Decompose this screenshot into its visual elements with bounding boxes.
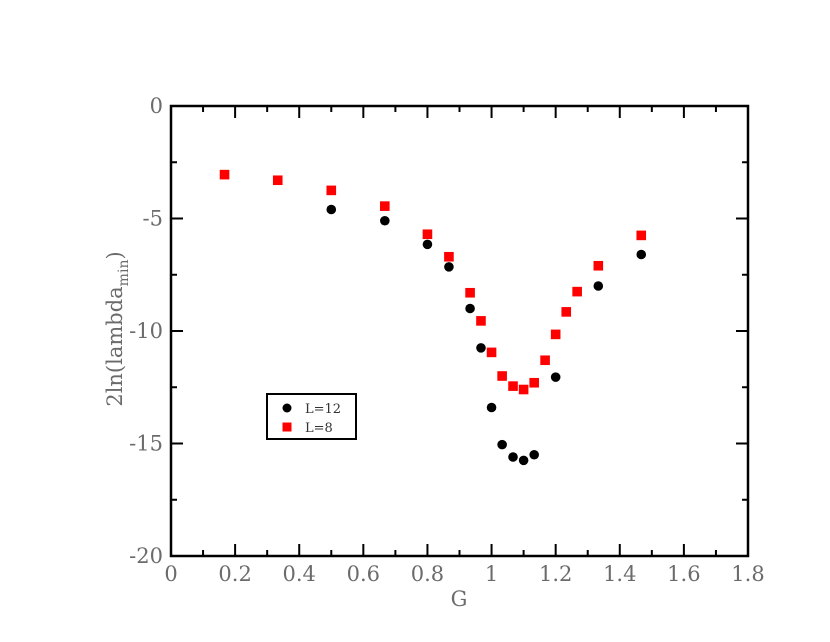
- point-l12: [476, 343, 486, 353]
- point-l12: [380, 215, 390, 226]
- y-tick-label: -5: [143, 207, 163, 231]
- x-tick-label: 0.6: [347, 562, 380, 586]
- x-tick-label: 0: [164, 562, 177, 586]
- point-l8: [422, 229, 433, 240]
- point-l8: [572, 286, 582, 297]
- y-tick-label: 0: [150, 94, 163, 118]
- legend-marker-l8: [282, 422, 292, 432]
- x-tick-label: 1.4: [603, 562, 636, 586]
- point-l8: [561, 307, 572, 317]
- x-tick-label: 0.8: [411, 562, 444, 586]
- x-axis-label: G: [451, 587, 468, 611]
- point-l12: [422, 239, 433, 250]
- x-tick-label: 0.4: [283, 562, 316, 586]
- x-tick-label: 0.2: [218, 562, 251, 586]
- point-l12: [636, 249, 647, 260]
- point-l8: [326, 185, 337, 196]
- point-l8: [486, 347, 497, 358]
- point-l8: [636, 230, 647, 241]
- y-axis-label-subscript: min: [116, 260, 132, 287]
- point-l12: [550, 372, 561, 382]
- point-l8: [444, 251, 454, 262]
- point-l12: [326, 204, 337, 215]
- point-l8: [593, 260, 604, 271]
- data-markers: [219, 169, 647, 466]
- point-l8: [518, 384, 529, 395]
- point-l12: [518, 455, 529, 466]
- y-axis-label-close: ): [103, 251, 127, 259]
- y-tick-label: -15: [129, 432, 163, 456]
- point-l8: [219, 169, 230, 180]
- point-l12: [508, 452, 518, 462]
- point-l12: [444, 262, 454, 272]
- legend-label-l12: L=12: [305, 402, 341, 417]
- legend-box: [266, 393, 357, 440]
- point-l12: [529, 449, 539, 460]
- point-l8: [529, 377, 539, 388]
- tick-labels: 0 0.2 0.4 0.6 0.8 1 1.2 1.4 1.6 1.8 0 -5 -10 -15 -20: [129, 94, 765, 586]
- y-axis-label-main: 2ln(lambda: [103, 286, 127, 406]
- x-tick-label: 1.2: [539, 562, 572, 586]
- point-l8: [497, 371, 507, 381]
- point-l12: [486, 402, 497, 413]
- point-l8: [272, 175, 283, 186]
- point-l12: [465, 303, 475, 314]
- x-tick-label: 1.8: [731, 562, 764, 586]
- point-l8: [508, 381, 518, 391]
- point-l8: [380, 201, 390, 211]
- point-l8: [465, 287, 475, 298]
- point-l12: [593, 281, 604, 291]
- plot-frame: [169, 104, 750, 558]
- axis-ticks: [170, 105, 749, 557]
- y-axis-label: 2ln(lambdamin): [103, 251, 132, 406]
- y-tick-label: -10: [129, 319, 163, 343]
- y-tick-label: -20: [129, 544, 163, 568]
- point-l8: [550, 329, 561, 340]
- point-l12: [497, 439, 507, 450]
- legend: L=12 L=8: [266, 393, 357, 440]
- x-tick-label: 1: [485, 562, 498, 586]
- point-l8: [540, 355, 550, 366]
- point-l8: [476, 316, 486, 326]
- legend-marker-l12: [282, 403, 292, 413]
- x-tick-label: 1.6: [667, 562, 700, 586]
- legend-label-l8: L=8: [305, 421, 333, 436]
